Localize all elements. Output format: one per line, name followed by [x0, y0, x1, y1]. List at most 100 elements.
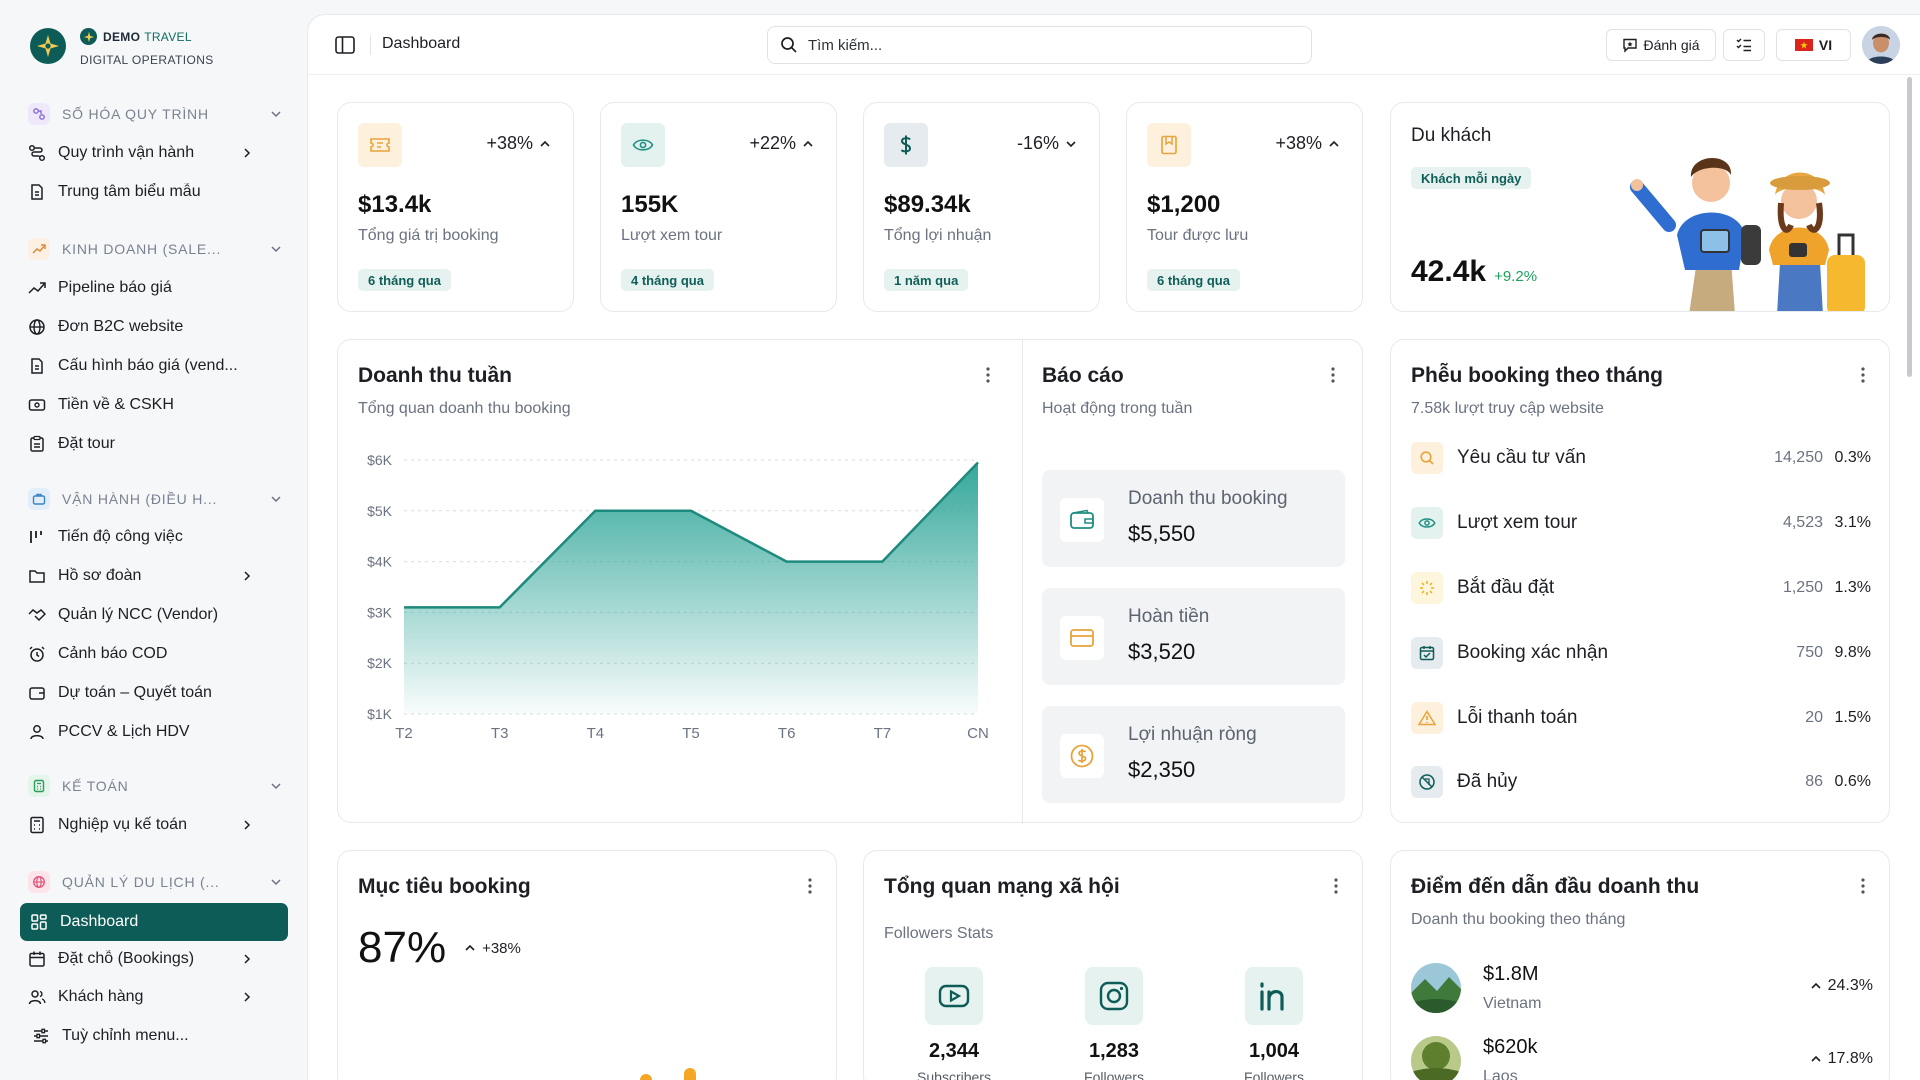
- kpi-card-saved-tours: +38% $1,200 Tour được lưu 6 tháng qua: [1126, 102, 1363, 312]
- funnel-row: Bắt đầu đặt 1,250 1.3%: [1411, 570, 1871, 606]
- chevron-down-icon: [1066, 140, 1076, 147]
- nav-group-accounting[interactable]: KẾ TOÁN: [28, 772, 283, 800]
- avatar[interactable]: [1862, 26, 1900, 64]
- nav-item-label: Đặt tour: [58, 435, 115, 452]
- y-tick-label: $5K: [367, 503, 393, 519]
- nav-item-cod-alert[interactable]: Cảnh báo COD: [28, 640, 254, 668]
- search-icon: [1411, 442, 1443, 474]
- nav-item-group-records[interactable]: Hồ sơ đoàn: [28, 562, 254, 590]
- brand[interactable]: DEMO TRAVEL DIGITAL OPERATIONS: [30, 28, 214, 67]
- scrollbar[interactable]: [1904, 75, 1914, 1080]
- funnel-count: 4,523: [1782, 514, 1823, 531]
- social-menu-icon[interactable]: [1326, 875, 1346, 897]
- social-title: Tổng quan mạng xã hội: [884, 875, 1120, 898]
- revenue-subtitle: Tổng quan doanh thu booking: [358, 400, 571, 417]
- nav-item-accounting-ops[interactable]: Nghiệp vụ kế toán: [28, 811, 254, 839]
- nav-group-operations[interactable]: VẬN HÀNH (ĐIỀU H...: [28, 485, 283, 513]
- calendar-icon: [28, 950, 46, 968]
- nav-item-vendor[interactable]: Quản lý NCC (Vendor): [28, 601, 254, 629]
- destinations-menu-icon[interactable]: [1853, 875, 1873, 897]
- booking-funnel-card: Phễu booking theo tháng 7.58k lượt truy …: [1390, 339, 1890, 823]
- social-label: Followers: [1084, 1069, 1144, 1080]
- checklist-button[interactable]: [1723, 29, 1765, 61]
- nav-group-digitization[interactable]: SỐ HÓA QUY TRÌNH: [28, 100, 283, 128]
- nav-item-quote-pipeline[interactable]: Pipeline báo giá: [28, 274, 254, 302]
- funnel-label: Booking xác nhận: [1457, 642, 1609, 663]
- bookmark-icon: [1147, 123, 1191, 167]
- revenue-menu-icon[interactable]: [978, 364, 998, 386]
- nav-item-dashboard[interactable]: Dashboard: [20, 903, 288, 941]
- trending-up-icon: [28, 279, 46, 297]
- nav-item-label: Quản lý NCC (Vendor): [58, 606, 219, 623]
- report-label: Lợi nhuận ròng: [1128, 724, 1257, 745]
- y-tick-label: $6K: [367, 452, 393, 468]
- funnel-menu-icon[interactable]: [1853, 364, 1873, 386]
- calendar-check-icon: [1411, 637, 1443, 669]
- nav-item-label: Hồ sơ đoàn: [58, 567, 142, 584]
- goal-change: +38%: [482, 939, 521, 957]
- booking-goal-card: Mục tiêu booking 87% +38%: [337, 850, 837, 1080]
- nav-item-b2c-orders[interactable]: Đơn B2C website: [28, 313, 254, 341]
- report-subtitle: Hoạt động trong tuần: [1042, 400, 1193, 417]
- nav-group-label: QUẢN LÝ DU LỊCH (...: [62, 874, 220, 890]
- search-bar[interactable]: [767, 26, 1312, 64]
- social-youtube[interactable]: 2,344 Subscribers: [899, 967, 1009, 1080]
- calculator-icon: [28, 775, 50, 797]
- nav-item-bookings[interactable]: Đặt chỗ (Bookings): [28, 945, 254, 973]
- brand-name: DEMO: [103, 29, 141, 44]
- document-icon: [28, 357, 46, 375]
- chevron-down-icon: [271, 496, 281, 503]
- funnel-count: 86: [1805, 773, 1823, 790]
- chevron-up-icon: [803, 140, 813, 147]
- kpi-label: Lượt xem tour: [621, 227, 723, 244]
- alarm-clock-icon: [28, 645, 46, 663]
- nav-item-estimate-settlement[interactable]: Dự toán – Quyết toán: [28, 679, 254, 707]
- youtube-icon: [925, 967, 983, 1025]
- report-menu-icon[interactable]: [1323, 364, 1343, 386]
- nav-item-operating-process[interactable]: Quy trình vận hành: [28, 139, 254, 167]
- funnel-count: 750: [1796, 644, 1823, 661]
- report-label: Hoàn tiền: [1128, 606, 1210, 627]
- goal-menu-icon[interactable]: [800, 875, 820, 897]
- nav-group-travel-management[interactable]: QUẢN LÝ DU LỊCH (...: [28, 868, 283, 896]
- language-selector[interactable]: VI: [1776, 29, 1851, 61]
- nav-item-payments-cskh[interactable]: Tiền về & CSKH: [28, 391, 254, 419]
- report-title: Báo cáo: [1042, 364, 1124, 387]
- chevron-up-icon: [1811, 982, 1821, 989]
- funnel-label: Bắt đầu đặt: [1457, 577, 1555, 598]
- kpi-label: Tour được lưu: [1147, 227, 1249, 244]
- nav-item-guide-schedule[interactable]: PCCV & Lịch HDV: [28, 718, 254, 746]
- social-linkedin[interactable]: 1,004 Followers: [1219, 967, 1329, 1080]
- feedback-button[interactable]: Đánh giá: [1606, 29, 1716, 61]
- nav-item-book-tour[interactable]: Đặt tour: [28, 430, 254, 458]
- nav-group-label: KINH DOANH (SALE...: [62, 241, 222, 257]
- nav-item-quote-config[interactable]: Cấu hình báo giá (vend...: [28, 352, 254, 380]
- chevron-up-icon: [1329, 140, 1339, 147]
- nav-item-work-progress[interactable]: Tiến độ công việc: [28, 523, 254, 551]
- search-input[interactable]: [808, 36, 1288, 54]
- nav-item-label: Pipeline báo giá: [58, 279, 172, 296]
- chevron-up-icon: [540, 140, 550, 147]
- funnel-label: Yêu cầu tư vấn: [1457, 447, 1586, 468]
- social-instagram[interactable]: 1,283 Followers: [1059, 967, 1169, 1080]
- nav-item-customers[interactable]: Khách hàng: [28, 983, 254, 1011]
- customize-menu-button[interactable]: Tuỳ chỉnh menu...: [32, 1022, 258, 1050]
- funnel-row: Đã hủy 86 0.6%: [1411, 764, 1871, 800]
- y-tick-label: $2K: [367, 655, 393, 671]
- report-item-refund: Hoàn tiền $3,520: [1042, 588, 1345, 685]
- kpi-value: $13.4k: [358, 191, 432, 218]
- social-subtitle: Followers Stats: [884, 925, 994, 942]
- report-value: $3,520: [1128, 639, 1196, 664]
- nav-item-forms-center[interactable]: Trung tâm biểu mẫu: [28, 178, 254, 206]
- nav-item-label: Dự toán – Quyết toán: [58, 684, 212, 701]
- destination-row[interactable]: $620k Laos 17.8%: [1411, 1036, 1873, 1080]
- chevron-right-icon: [244, 571, 251, 581]
- sidebar-toggle-icon[interactable]: [334, 34, 356, 56]
- nav-group-sales[interactable]: KINH DOANH (SALE...: [28, 235, 283, 263]
- funnel-title: Phễu booking theo tháng: [1411, 364, 1663, 387]
- kpi-change: +38%: [486, 133, 533, 153]
- destination-row[interactable]: $1.8M Vietnam 24.3%: [1411, 963, 1873, 1019]
- nav-item-label: Tiến độ công việc: [58, 528, 183, 545]
- report-value: $2,350: [1128, 757, 1196, 782]
- travelers-value: 42.4k: [1411, 255, 1487, 288]
